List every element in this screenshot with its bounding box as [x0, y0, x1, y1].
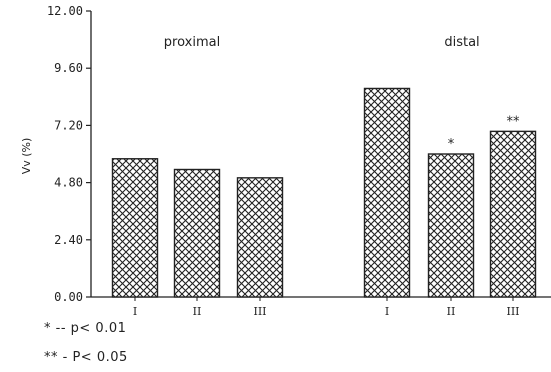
y-tick-label: 9.60: [54, 61, 83, 75]
group-label-proximal: proximal: [164, 35, 220, 50]
x-category-label: III: [506, 305, 519, 318]
bars: [111, 87, 537, 298]
y-axis: 0.00 2.40 4.80 7.20 9.60 12.00: [47, 4, 92, 304]
bar-distal-I: [363, 87, 411, 298]
bar-distal-II: [427, 153, 475, 298]
footnote-significance-1: * -- p< 0.01: [44, 321, 127, 336]
group-label-distal: distal: [444, 35, 479, 50]
x-category-label: II: [447, 305, 456, 318]
x-category-label: III: [253, 305, 266, 318]
significance-marker: **: [507, 114, 521, 129]
y-tick-label: 12.00: [47, 4, 83, 18]
bar-distal-III: [489, 130, 537, 298]
y-tick-label: 0.00: [54, 290, 83, 304]
bar-proximal-III: [236, 177, 284, 298]
significance-marker: *: [448, 137, 455, 152]
bar-proximal-I: [111, 158, 159, 298]
y-tick-label: 2.40: [54, 233, 83, 247]
x-axis: I II III I II III: [91, 296, 551, 318]
labels: Vv (%)proximal distal***: [20, 35, 520, 174]
x-category-label: I: [385, 305, 389, 318]
y-tick-label: 7.20: [54, 118, 83, 132]
x-category-label: I: [133, 305, 137, 318]
y-tick-label: 4.80: [54, 176, 83, 190]
y-axis-label: Vv (%): [20, 138, 33, 175]
footnote-significance-2: ** - P< 0.05: [44, 350, 128, 365]
bar-proximal-II: [173, 168, 221, 298]
x-category-label: II: [193, 305, 202, 318]
